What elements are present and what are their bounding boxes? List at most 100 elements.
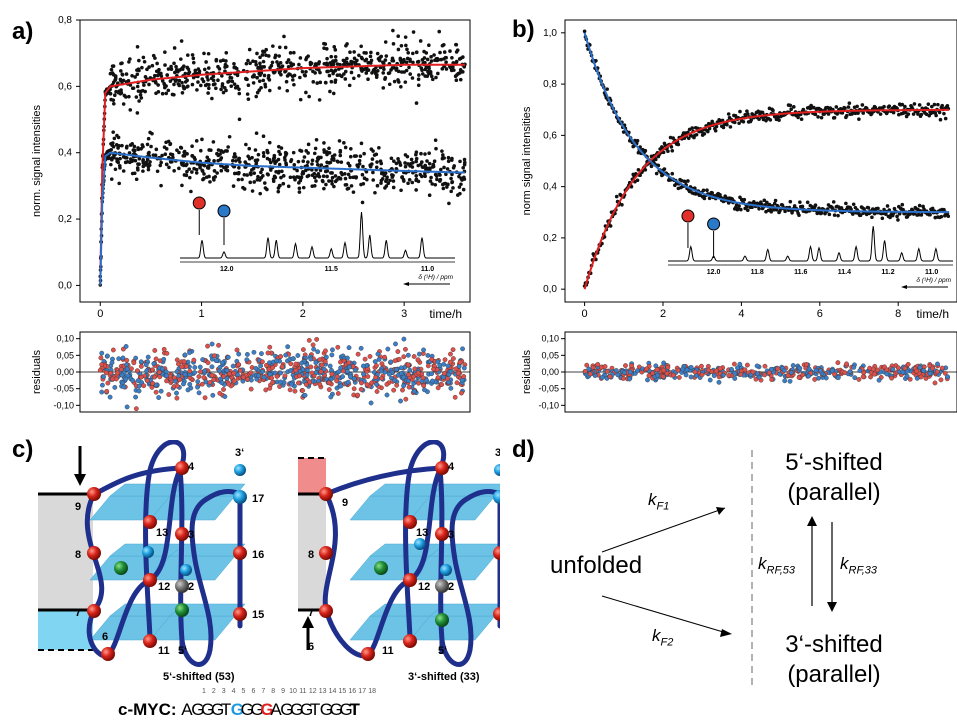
data-point: [327, 161, 331, 165]
residual-point: [415, 370, 421, 376]
data-point: [408, 59, 412, 63]
data-point: [190, 53, 195, 57]
data-point: [198, 148, 203, 153]
data-point: [246, 97, 251, 101]
blue-marker-icon: [707, 217, 721, 231]
data-point: [128, 57, 132, 61]
data-point: [441, 186, 446, 191]
data-point: [198, 165, 202, 170]
data-point: [166, 67, 171, 71]
residual-point: [191, 357, 197, 363]
data-point: [882, 207, 886, 212]
data-point: [134, 95, 139, 99]
residual-tick-label: 0,10: [541, 334, 559, 344]
x-tick-label: 2: [660, 308, 666, 320]
y-tick-label: 0,8: [543, 79, 557, 90]
data-point: [189, 189, 193, 194]
residual-point: [304, 382, 309, 387]
data-point: [190, 82, 195, 87]
data-point: [212, 159, 216, 163]
data-point: [417, 73, 421, 77]
data-point: [876, 206, 880, 211]
data-point: [344, 182, 349, 187]
residual-point: [430, 378, 435, 384]
data-point: [216, 148, 221, 152]
data-point: [377, 145, 381, 150]
data-point: [225, 64, 229, 69]
residual-point: [330, 347, 335, 353]
residual-point: [726, 373, 732, 378]
data-point: [182, 149, 187, 154]
residual-point: [584, 362, 590, 368]
data-point: [386, 181, 391, 186]
data-point: [213, 82, 217, 86]
sequence-number: 9: [281, 688, 286, 695]
grey-box: [38, 494, 93, 610]
data-point: [280, 64, 285, 68]
data-point: [226, 80, 230, 84]
data-point: [419, 66, 424, 70]
data-point: [261, 151, 266, 155]
residual-point: [590, 365, 596, 370]
residual-point: [202, 395, 208, 401]
residual-point: [835, 360, 841, 366]
residual-point: [435, 359, 441, 365]
residual-axis-label: residuals: [31, 349, 43, 394]
residual-point: [445, 363, 451, 369]
data-point: [906, 112, 911, 116]
data-point: [705, 188, 709, 193]
residual-point: [224, 376, 230, 381]
data-point: [173, 70, 177, 75]
data-point: [250, 74, 255, 79]
data-point: [248, 61, 252, 66]
data-point: [277, 162, 282, 167]
data-point: [154, 81, 158, 85]
data-point: [832, 115, 837, 120]
residual-point: [304, 372, 310, 378]
data-point: [388, 178, 392, 183]
data-point: [348, 154, 353, 159]
residual-point: [851, 364, 857, 370]
data-point: [686, 136, 691, 141]
data-point: [259, 85, 263, 90]
sequence-letter: G: [299, 700, 314, 719]
data-point: [276, 171, 281, 175]
data-point: [858, 213, 863, 218]
data-point: [289, 158, 294, 162]
label-12: 12: [418, 581, 430, 593]
residual-point: [788, 370, 794, 375]
data-point: [257, 79, 262, 83]
data-point: [912, 102, 917, 106]
residual-point: [211, 377, 217, 382]
data-point: [423, 152, 427, 156]
data-point: [407, 65, 411, 70]
data-point: [206, 66, 211, 70]
data-point: [194, 139, 199, 143]
residual-point: [844, 361, 849, 367]
data-point: [162, 83, 167, 87]
residual-point: [587, 371, 593, 377]
residual-point: [917, 365, 923, 371]
data-point: [218, 59, 223, 63]
data-point: [364, 71, 369, 75]
data-point: [289, 63, 294, 68]
data-point: [172, 92, 176, 97]
data-point: [706, 129, 710, 134]
data-point: [135, 72, 140, 77]
arrow-left-icon: [901, 285, 907, 289]
residual-point: [293, 368, 299, 373]
data-point: [253, 59, 258, 64]
residual-point: [429, 356, 435, 362]
residual-point: [797, 365, 803, 371]
data-point: [193, 68, 198, 73]
data-point: [445, 185, 449, 189]
sequence-number: 5: [241, 688, 246, 695]
data-point: [445, 167, 450, 171]
data-point: [762, 198, 767, 203]
data-point: [185, 78, 189, 83]
data-point: [172, 169, 176, 173]
data-point: [453, 74, 458, 78]
residual-point: [308, 364, 314, 370]
residual-point: [192, 370, 197, 375]
data-point: [798, 200, 802, 204]
